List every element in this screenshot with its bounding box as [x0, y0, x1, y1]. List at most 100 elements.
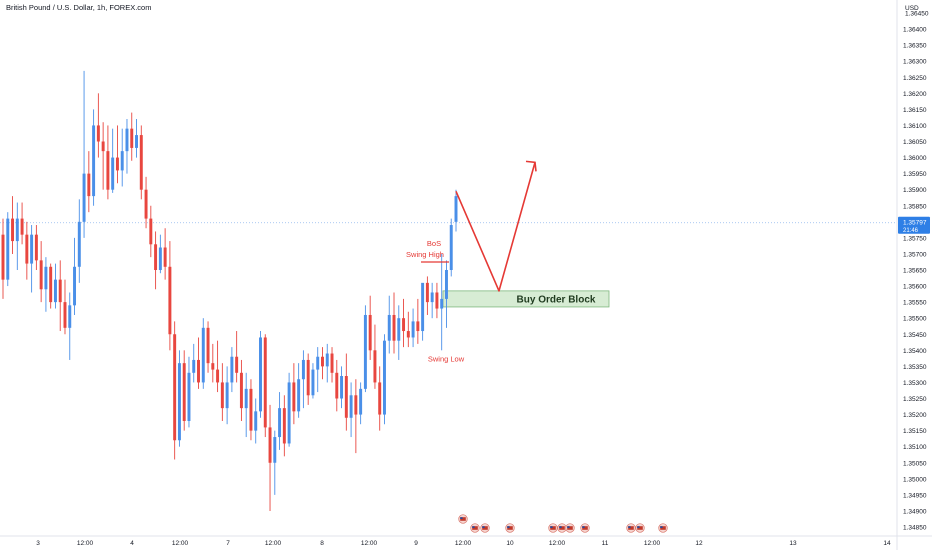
candle-up [73, 237, 77, 315]
candle-up [311, 363, 315, 399]
flag-icon-stripe [637, 526, 643, 530]
flag-icon[interactable] [470, 523, 480, 533]
candle-up [111, 128, 115, 193]
price-tick-label: 1.36200 [903, 91, 927, 98]
candle-body [411, 321, 415, 338]
flag-icon-canton [507, 526, 510, 528]
candle-up [387, 295, 391, 354]
candles-layer [1, 70, 458, 511]
candle-body [363, 314, 367, 389]
candle-body [368, 314, 372, 351]
time-scale[interactable]: 3 12:00 4 12:00 7 12:00 8 12:00 9 12:00 10 12:00 11 1… [0, 535, 932, 547]
time-tick-label: 11 [602, 540, 609, 547]
price-tick-label: 1.35400 [903, 348, 927, 355]
candle-body [39, 260, 43, 290]
candle-body [349, 395, 353, 418]
candle-up [15, 202, 19, 270]
candle-down [106, 125, 110, 200]
candle-down [263, 334, 267, 438]
price-tick-label: 1.35600 [903, 284, 927, 291]
candle-body [235, 356, 239, 373]
candle-body [311, 369, 315, 396]
time-tick-label: 12:00 [265, 540, 282, 547]
flag-icon[interactable] [548, 523, 558, 533]
price-tick-label: 1.35200 [903, 412, 927, 419]
candle-down [402, 298, 406, 348]
candle-down [282, 395, 286, 457]
candle-body [216, 369, 220, 383]
candle-down [239, 359, 243, 421]
candle-body [435, 292, 439, 309]
candle-up [297, 363, 301, 418]
flag-icon[interactable] [565, 523, 575, 533]
flag-icon-canton [637, 526, 640, 528]
candle-body [430, 292, 434, 303]
annotation-layer: Swing High BoS Swing Low [406, 160, 537, 364]
order-block-layer: Buy Order Block [442, 290, 610, 308]
price-tick-label: 1.34850 [903, 525, 927, 532]
candle-up [177, 350, 181, 447]
time-tick-label: 4 [130, 540, 134, 547]
candle-body [321, 356, 324, 367]
flag-icon-canton [550, 526, 553, 528]
candle-down [63, 279, 67, 335]
candle-body [330, 353, 334, 373]
candle-up [454, 189, 458, 232]
candle-down [330, 347, 334, 383]
candle-body [168, 266, 172, 335]
candle-body [73, 266, 77, 306]
candle-down [115, 125, 119, 184]
candle-down [220, 363, 224, 421]
flag-icon[interactable] [635, 523, 645, 533]
projection-path [455, 162, 536, 292]
candle-down [249, 379, 253, 441]
candle-body [201, 327, 205, 383]
flag-icon[interactable] [626, 523, 636, 533]
candle-up [363, 305, 367, 393]
time-tick-label: 12:00 [455, 540, 472, 547]
candle-down [154, 231, 158, 290]
flag-icon[interactable] [580, 523, 590, 533]
price-tick-label: 1.34900 [903, 508, 927, 515]
economic-events[interactable] [458, 514, 668, 533]
flag-icon[interactable] [480, 523, 490, 533]
flag-icon-canton [482, 526, 485, 528]
candle-down [197, 337, 200, 389]
flag-icon[interactable] [458, 514, 468, 524]
candle-up [411, 308, 415, 348]
candle-body [144, 189, 148, 219]
candle-body [416, 321, 420, 332]
candle-down [211, 343, 215, 383]
time-tick-label: 12:00 [361, 540, 378, 547]
candle-up [135, 119, 138, 158]
candle-body [425, 282, 429, 303]
price-tick-label: 1.35950 [903, 171, 927, 178]
flag-icon[interactable] [505, 523, 515, 533]
candle-body [96, 125, 100, 142]
flag-icon[interactable] [557, 523, 567, 533]
time-tick-label: 13 [789, 540, 797, 547]
time-tick-label: 12:00 [644, 540, 661, 547]
candle-body [101, 141, 105, 152]
candle-up [201, 318, 205, 389]
candle-down [435, 282, 439, 319]
candle-down [39, 241, 43, 303]
candle-body [6, 218, 10, 280]
countdown-value: 21:46 [903, 228, 919, 234]
candle-down [182, 350, 186, 431]
flag-icon[interactable] [658, 523, 668, 533]
candle-body [230, 356, 234, 383]
candle-down [406, 311, 410, 348]
flag-icon-stripe [628, 526, 634, 530]
candle-body [139, 135, 143, 190]
candle-body [301, 359, 305, 380]
price-tick-label: 1.35450 [903, 332, 927, 339]
candle-down [130, 112, 134, 161]
price-tick-label: 1.35900 [903, 187, 927, 194]
price-tick-label: 1.35000 [903, 476, 927, 483]
candle-body [239, 372, 243, 409]
flag-icon-stripe [507, 526, 513, 530]
swing-high-label: Swing High [406, 250, 444, 259]
